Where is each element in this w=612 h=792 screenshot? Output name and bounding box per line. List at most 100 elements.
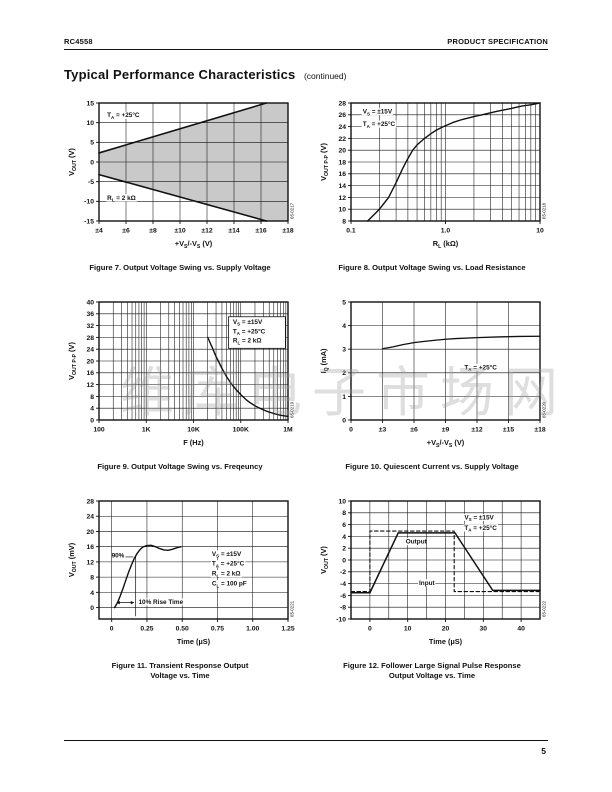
output-response	[350, 531, 541, 594]
svg-text:+VS/-VS (V): +VS/-VS (V)	[427, 438, 465, 449]
svg-text:VOUT (V): VOUT (V)	[319, 545, 330, 573]
svg-text:16: 16	[86, 544, 94, 551]
svg-text:5: 5	[90, 140, 94, 147]
svg-text:8: 8	[90, 574, 94, 581]
input-pulse	[350, 530, 541, 592]
svg-text:0: 0	[349, 426, 353, 433]
svg-text:26: 26	[338, 112, 346, 119]
svg-text:RL = 2 kΩ: RL = 2 kΩ	[233, 338, 262, 346]
svg-text:4: 4	[90, 589, 94, 596]
svg-text:40: 40	[517, 625, 525, 632]
svg-text:VOUT (V): VOUT (V)	[67, 148, 78, 176]
svg-text:12: 12	[86, 382, 94, 389]
figure7-chart: TA = +25°C RL = 2 kΩ ±4 ±6 ±8 ±10 ±12 ±14 ±16 ±18…	[67, 100, 295, 250]
section-title-suffix: (continued)	[303, 71, 347, 81]
svg-text:VOUT (mV): VOUT (mV)	[67, 542, 78, 577]
section-title-text: Typical Performance Characteristics	[64, 67, 296, 82]
svg-text:10: 10	[536, 228, 544, 235]
page-number: 5	[541, 746, 546, 756]
doc-number: RC4558	[64, 37, 93, 46]
svg-text:24: 24	[338, 124, 346, 131]
svg-text:0.25: 0.25	[140, 625, 153, 632]
svg-text:32: 32	[86, 323, 94, 330]
svg-text:±9: ±9	[442, 426, 450, 433]
figure11-caption: Figure 11. Transient Response Output Vol…	[111, 660, 249, 680]
svg-text:Input: Input	[419, 579, 435, 586]
svg-text:12: 12	[338, 195, 346, 202]
svg-text:16: 16	[86, 370, 94, 377]
svg-text:28: 28	[86, 498, 94, 505]
svg-text:TA = +25°C: TA = +25°C	[363, 120, 396, 129]
svg-text:-15: -15	[84, 218, 94, 225]
figure8-chart: VS = ±15V TA = +25°C 0.1 1.0 10 8 10 12 14 16 18 20…	[319, 100, 547, 250]
section-title: Typical Performance Characteristics (con…	[64, 66, 548, 84]
figures-grid: TA = +25°C RL = 2 kΩ ±4 ±6 ±8 ±10 ±12 ±14 ±16 ±18…	[64, 98, 548, 680]
svg-text:-2: -2	[340, 569, 346, 576]
doc-type-label: PRODUCT SPECIFICATION	[447, 37, 548, 46]
svg-text:±3: ±3	[379, 426, 387, 433]
negative-swing-limit	[98, 173, 268, 222]
svg-text:Time (µS): Time (µS)	[177, 637, 211, 646]
svg-text:10% Rise Time: 10% Rise Time	[138, 598, 183, 605]
svg-text:IQ (mA): IQ (mA)	[319, 348, 330, 374]
svg-text:40: 40	[86, 299, 94, 306]
figure8-cell: VS = ±15V TA = +25°C 0.1 1.0 10 8 10 12 14 16 18 20…	[316, 98, 548, 273]
svg-text:+VS/-VS (V): +VS/-VS (V)	[175, 239, 213, 250]
figure11-cell: 90% 10% Rise Time VS = ±15V TA = +25°C RL = …	[64, 496, 296, 681]
svg-text:RL = 2 kΩ: RL = 2 kΩ	[212, 570, 241, 578]
svg-text:1M: 1M	[283, 426, 293, 433]
svg-text:28: 28	[338, 100, 346, 107]
svg-text:±18: ±18	[282, 228, 294, 235]
swing-vs-frequency	[207, 336, 289, 418]
svg-text:100: 100	[93, 426, 105, 433]
svg-text:10K: 10K	[187, 426, 200, 433]
svg-text:22: 22	[338, 136, 346, 143]
svg-text:1: 1	[342, 394, 346, 401]
svg-text:VOUT P-P (V): VOUT P-P (V)	[67, 341, 78, 379]
figure8-caption: Figure 8. Output Voltage Swing vs. Load …	[338, 263, 526, 272]
header-rule	[64, 49, 548, 50]
svg-text:VS = ±15V: VS = ±15V	[464, 514, 494, 522]
svg-text:10: 10	[404, 625, 412, 632]
svg-text:1.0: 1.0	[441, 228, 451, 235]
svg-text:24: 24	[86, 513, 94, 520]
positive-swing-limit	[98, 102, 268, 154]
svg-text:0.75: 0.75	[211, 625, 224, 632]
svg-text:20: 20	[86, 358, 94, 365]
svg-text:VS = ±15V: VS = ±15V	[212, 551, 242, 559]
svg-text:±6: ±6	[410, 426, 418, 433]
svg-text:1K: 1K	[142, 426, 151, 433]
svg-text:0.50: 0.50	[176, 625, 189, 632]
svg-text:-4: -4	[340, 581, 346, 588]
svg-text:28: 28	[86, 335, 94, 342]
svg-text:1.25: 1.25	[281, 625, 294, 632]
svg-text:4: 4	[342, 323, 346, 330]
figure12-caption: Figure 12. Follower Large Signal Pulse R…	[343, 660, 521, 680]
svg-text:18: 18	[338, 159, 346, 166]
svg-text:10: 10	[86, 120, 94, 127]
svg-text:2: 2	[342, 370, 346, 377]
svg-text:30: 30	[480, 625, 488, 632]
svg-text:15: 15	[86, 100, 94, 107]
svg-text:20: 20	[338, 148, 346, 155]
svg-text:6: 6	[342, 522, 346, 529]
svg-text:0: 0	[368, 625, 372, 632]
svg-text:RL (kΩ): RL (kΩ)	[433, 239, 459, 250]
svg-text:TA = +25°C: TA = +25°C	[464, 363, 497, 372]
svg-text:±8: ±8	[149, 228, 157, 235]
svg-text:0.1: 0.1	[346, 228, 356, 235]
svg-text:-10: -10	[336, 616, 346, 623]
svg-text:-6: -6	[340, 593, 346, 600]
svg-text:±18: ±18	[534, 426, 546, 433]
svg-text:20: 20	[86, 529, 94, 536]
svg-text:-5: -5	[88, 179, 94, 186]
svg-text:10: 10	[338, 207, 346, 214]
svg-text:±16: ±16	[255, 228, 267, 235]
figure10-chart: TA = +25°C 0 ±3 ±6 ±9 ±12 ±15 ±18 0 1 2 3 4 5 +VS/-VS …	[319, 299, 547, 449]
figure7-cell: TA = +25°C RL = 2 kΩ ±4 ±6 ±8 ±10 ±12 ±14 ±16 ±18…	[64, 98, 296, 273]
svg-text:8: 8	[342, 510, 346, 517]
svg-text:Output: Output	[406, 538, 428, 545]
figure-code: 65-0220	[542, 401, 547, 418]
svg-text:VOUT P-P (V): VOUT P-P (V)	[319, 143, 330, 181]
svg-text:TA = +25°C: TA = +25°C	[107, 111, 140, 120]
